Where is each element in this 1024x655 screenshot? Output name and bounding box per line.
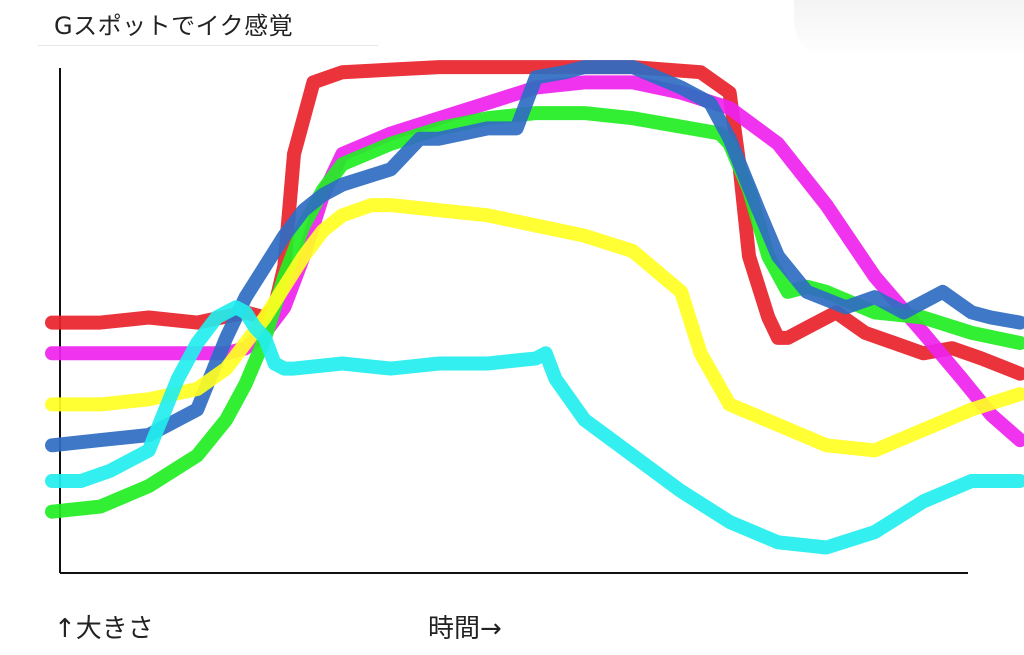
title-divider	[38, 45, 378, 46]
series-layer	[45, 60, 1024, 555]
series-line-6	[45, 300, 1024, 555]
corner-glow	[794, 0, 1024, 60]
x-axis-label: 時間→	[428, 614, 502, 644]
chart-title: Gスポットでイク感覚	[54, 12, 294, 40]
series-line-5	[45, 198, 1024, 458]
y-axis-label: ↑大きさ	[54, 614, 154, 644]
series-line-4	[45, 60, 1024, 453]
series-line-2	[45, 75, 1024, 448]
